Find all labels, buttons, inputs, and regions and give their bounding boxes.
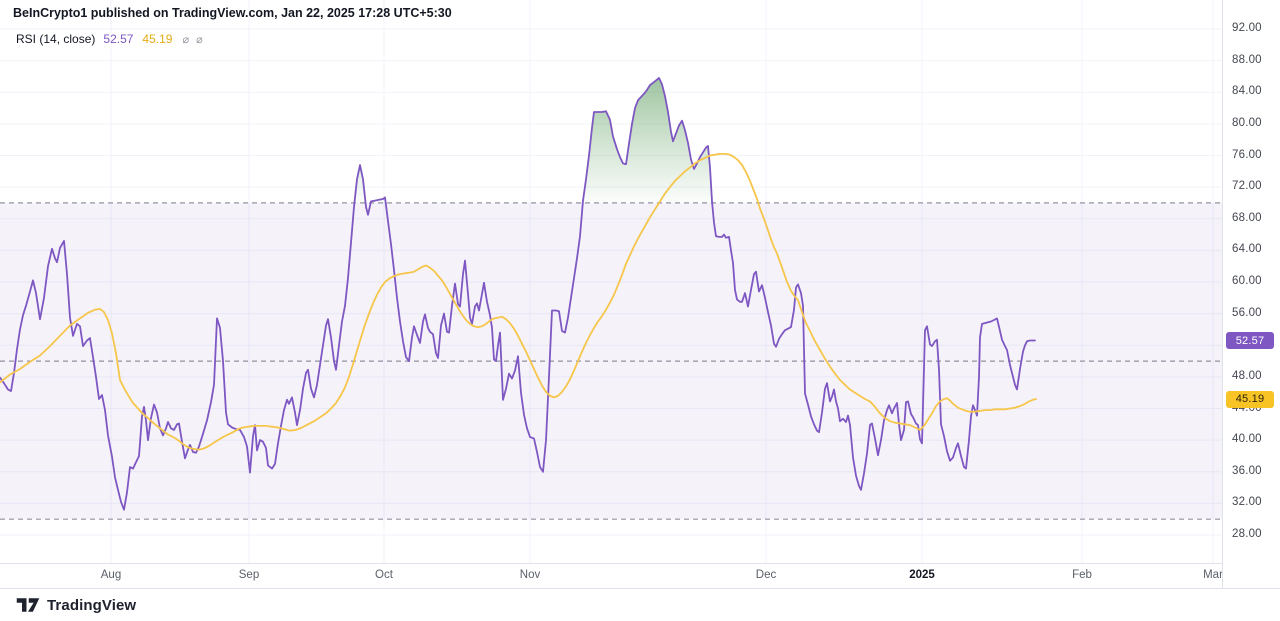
price-axis-label: 36.00 — [1232, 464, 1262, 477]
time-axis-label: Nov — [519, 569, 541, 581]
price-axis-label: 56.00 — [1232, 306, 1262, 319]
price-axis-label: 28.00 — [1232, 528, 1262, 540]
tradingview-wordmark: TradingView — [47, 596, 137, 614]
price-axis-label: 48.00 — [1232, 369, 1262, 382]
price-axis-label: 32.00 — [1232, 496, 1262, 509]
time-axis-label: Oct — [375, 569, 393, 581]
price-axis-label: 40.00 — [1232, 433, 1262, 446]
indicator-legend[interactable]: RSI (14, close) 52.57 45.19 ⌀ ⌀ — [16, 31, 203, 47]
price-axis-label: 72.00 — [1232, 180, 1262, 193]
price-axis-label: 60.00 — [1232, 275, 1262, 287]
tradingview-logo-link[interactable]: TradingView — [16, 596, 136, 614]
price-axis-label: 88.00 — [1232, 53, 1262, 66]
legend-ma-value: 45.19 — [142, 32, 173, 46]
time-axis-label: Aug — [100, 569, 122, 581]
price-axis-label: 64.00 — [1232, 243, 1262, 256]
price-axis-label: 92.00 — [1232, 22, 1262, 34]
indicator-name: RSI (14, close) — [16, 32, 96, 46]
price-axis[interactable]: 92.00 88.00 84.00 80.00 76.00 72.00 68.00 64.00… — [1222, 0, 1280, 588]
overbought-fill — [354, 165, 366, 203]
time-axis-label: 2025 — [909, 569, 935, 581]
price-axis-label: 80.00 — [1232, 116, 1262, 129]
overbought-fill — [582, 78, 713, 203]
price-axis-label: 84.00 — [1232, 85, 1262, 98]
tradingview-logo-icon — [16, 598, 40, 612]
ma-last-value-badge: 45.19 — [1226, 390, 1274, 408]
legend-empty-value-icon: ⌀ — [182, 33, 190, 46]
rsi-plot-area[interactable] — [0, 0, 1222, 563]
legend-empty-value-icon: ⌀ — [196, 33, 203, 46]
publish-title: BeInCrypto1 published on TradingView.com… — [13, 6, 452, 20]
rsi-ma-line — [0, 153, 1037, 451]
time-axis-label: Mar — [1203, 569, 1222, 581]
time-axis-label: Sep — [238, 569, 260, 581]
legend-rsi-value: 52.57 — [103, 32, 134, 46]
price-axis-label: 76.00 — [1232, 148, 1262, 161]
price-axis-label: 68.00 — [1232, 211, 1262, 224]
time-axis-label: Dec — [755, 569, 777, 581]
time-axis[interactable]: Aug Sep Oct Nov Dec 2025 Feb Mar — [0, 563, 1222, 589]
axis-divider — [0, 588, 1280, 589]
time-axis-label: Feb — [1072, 569, 1092, 581]
rsi-last-value-badge: 52.57 — [1226, 332, 1274, 350]
